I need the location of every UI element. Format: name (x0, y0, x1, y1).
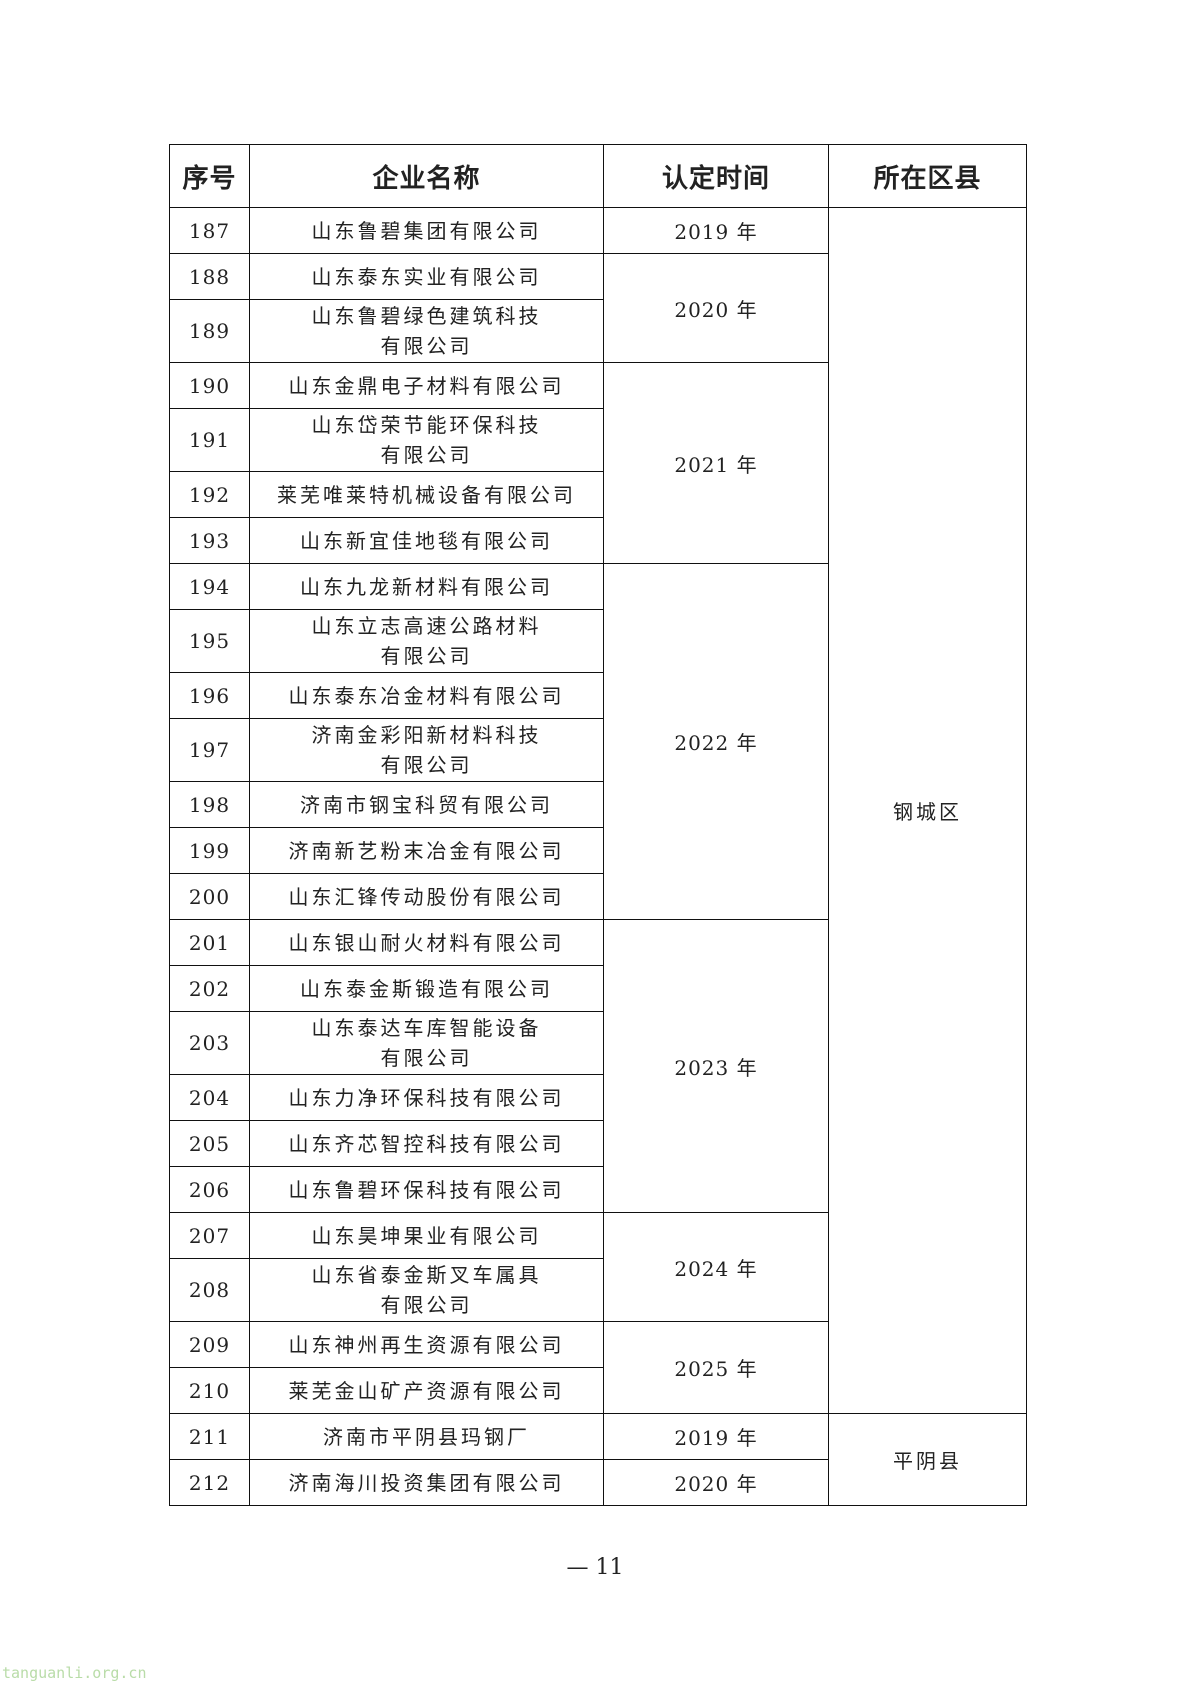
table-row: 197 济南金彩阳新材料科技 有限公司 (169, 718, 1027, 782)
enterprise-table: 序号 企业名称 认定时间 所在区县 187 山东鲁碧集团有限公司 2019 年钢城区… (169, 144, 1027, 1506)
district: 钢城区 (828, 207, 1027, 1414)
row-number: 208 (169, 1258, 250, 1322)
row-number: 202 (169, 965, 250, 1012)
table-row: 196 山东泰东冶金材料有限公司 (169, 672, 1027, 719)
header-name: 企业名称 (249, 144, 604, 208)
company-name: 山东泰达车库智能设备 有限公司 (249, 1011, 604, 1075)
table-row: 206 山东鲁碧环保科技有限公司 (169, 1166, 1027, 1213)
row-number: 195 (169, 609, 250, 673)
row-number: 190 (169, 362, 250, 409)
row-number: 206 (169, 1166, 250, 1213)
company-name: 山东泰东冶金材料有限公司 (249, 672, 604, 719)
header-district: 所在区县 (828, 144, 1027, 208)
table-row: 207 山东昊坤果业有限公司 2024 年 (169, 1212, 1027, 1322)
certification-year: 2020 年 (603, 253, 829, 363)
company-name: 山东齐芯智控科技有限公司 (249, 1120, 604, 1167)
company-name: 济南市平阴县玛钢厂 (249, 1413, 604, 1460)
row-number: 205 (169, 1120, 250, 1167)
company-name: 山东岱荣节能环保科技 有限公司 (249, 408, 604, 472)
table-row: 208 山东省泰金斯叉车属具 有限公司 (169, 1258, 1027, 1322)
district: 平阴县 (828, 1413, 1027, 1506)
table-row: 205 山东齐芯智控科技有限公司 (169, 1120, 1027, 1167)
row-number: 200 (169, 873, 250, 920)
table-row: 212 济南海川投资集团有限公司 2020 年 (169, 1459, 1027, 1506)
company-name: 山东金鼎电子材料有限公司 (249, 362, 604, 409)
certification-year: 2025 年 (603, 1321, 829, 1414)
table-row: 200 山东汇锋传动股份有限公司 (169, 873, 1027, 920)
row-number: 191 (169, 408, 250, 472)
company-name: 山东昊坤果业有限公司 (249, 1212, 604, 1259)
company-name: 济南市钢宝科贸有限公司 (249, 781, 604, 828)
table-row: 199 济南新艺粉末冶金有限公司 (169, 827, 1027, 874)
row-number: 198 (169, 781, 250, 828)
page-number: — 11 (566, 1555, 624, 1580)
row-number: 209 (169, 1321, 250, 1368)
table-row: 194 山东九龙新材料有限公司 2022 年 (169, 563, 1027, 920)
row-number: 192 (169, 471, 250, 518)
company-name: 山东泰东实业有限公司 (249, 253, 604, 300)
row-number: 197 (169, 718, 250, 782)
company-name: 济南金彩阳新材料科技 有限公司 (249, 718, 604, 782)
row-number: 204 (169, 1074, 250, 1121)
row-number: 211 (169, 1413, 250, 1460)
table-header-row: 序号 企业名称 认定时间 所在区县 (169, 144, 1027, 208)
certification-year: 2021 年 (603, 362, 829, 564)
company-name: 济南海川投资集团有限公司 (249, 1459, 604, 1506)
company-name: 山东九龙新材料有限公司 (249, 563, 604, 610)
table-row: 203 山东泰达车库智能设备 有限公司 (169, 1011, 1027, 1075)
row-number: 193 (169, 517, 250, 564)
row-number: 207 (169, 1212, 250, 1259)
row-number: 201 (169, 919, 250, 966)
row-number: 196 (169, 672, 250, 719)
table-row: 191 山东岱荣节能环保科技 有限公司 (169, 408, 1027, 472)
company-name: 山东神州再生资源有限公司 (249, 1321, 604, 1368)
table-row: 202 山东泰金斯锻造有限公司 (169, 965, 1027, 1012)
company-name: 山东新宜佳地毯有限公司 (249, 517, 604, 564)
company-name: 山东银山耐火材料有限公司 (249, 919, 604, 966)
company-name: 山东力净环保科技有限公司 (249, 1074, 604, 1121)
company-name: 济南新艺粉末冶金有限公司 (249, 827, 604, 874)
row-number: 188 (169, 253, 250, 300)
table-row: 190 山东金鼎电子材料有限公司 2021 年 (169, 362, 1027, 564)
certification-year: 2019 年 (603, 1413, 829, 1460)
company-name: 山东立志高速公路材料 有限公司 (249, 609, 604, 673)
company-name: 山东省泰金斯叉车属具 有限公司 (249, 1258, 604, 1322)
row-number: 194 (169, 563, 250, 610)
header-no: 序号 (169, 144, 250, 208)
header-date: 认定时间 (603, 144, 829, 208)
certification-year: 2020 年 (603, 1459, 829, 1506)
row-number: 210 (169, 1367, 250, 1414)
table-row: 195 山东立志高速公路材料 有限公司 (169, 609, 1027, 673)
row-number: 187 (169, 207, 250, 254)
table-row: 211 济南市平阴县玛钢厂 2019 年平阴县 (169, 1413, 1027, 1506)
company-name: 山东泰金斯锻造有限公司 (249, 965, 604, 1012)
certification-year: 2024 年 (603, 1212, 829, 1322)
company-name: 山东汇锋传动股份有限公司 (249, 873, 604, 920)
table-row: 188 山东泰东实业有限公司 2020 年 (169, 253, 1027, 363)
row-number: 199 (169, 827, 250, 874)
row-number: 189 (169, 299, 250, 363)
certification-year: 2022 年 (603, 563, 829, 920)
certification-year: 2023 年 (603, 919, 829, 1213)
table-row: 198 济南市钢宝科贸有限公司 (169, 781, 1027, 828)
table-row: 201 山东银山耐火材料有限公司 2023 年 (169, 919, 1027, 1213)
company-name: 莱芜唯莱特机械设备有限公司 (249, 471, 604, 518)
company-name: 山东鲁碧绿色建筑科技 有限公司 (249, 299, 604, 363)
company-name: 莱芜金山矿产资源有限公司 (249, 1367, 604, 1414)
company-name: 山东鲁碧环保科技有限公司 (249, 1166, 604, 1213)
table-row: 209 山东神州再生资源有限公司 2025 年 (169, 1321, 1027, 1414)
table-row: 210 莱芜金山矿产资源有限公司 (169, 1367, 1027, 1414)
watermark: tanguanli.org.cn (2, 1664, 147, 1682)
row-number: 212 (169, 1459, 250, 1506)
row-number: 203 (169, 1011, 250, 1075)
company-name: 山东鲁碧集团有限公司 (249, 207, 604, 254)
table-row: 187 山东鲁碧集团有限公司 2019 年钢城区 (169, 207, 1027, 1414)
certification-year: 2019 年 (603, 207, 829, 254)
